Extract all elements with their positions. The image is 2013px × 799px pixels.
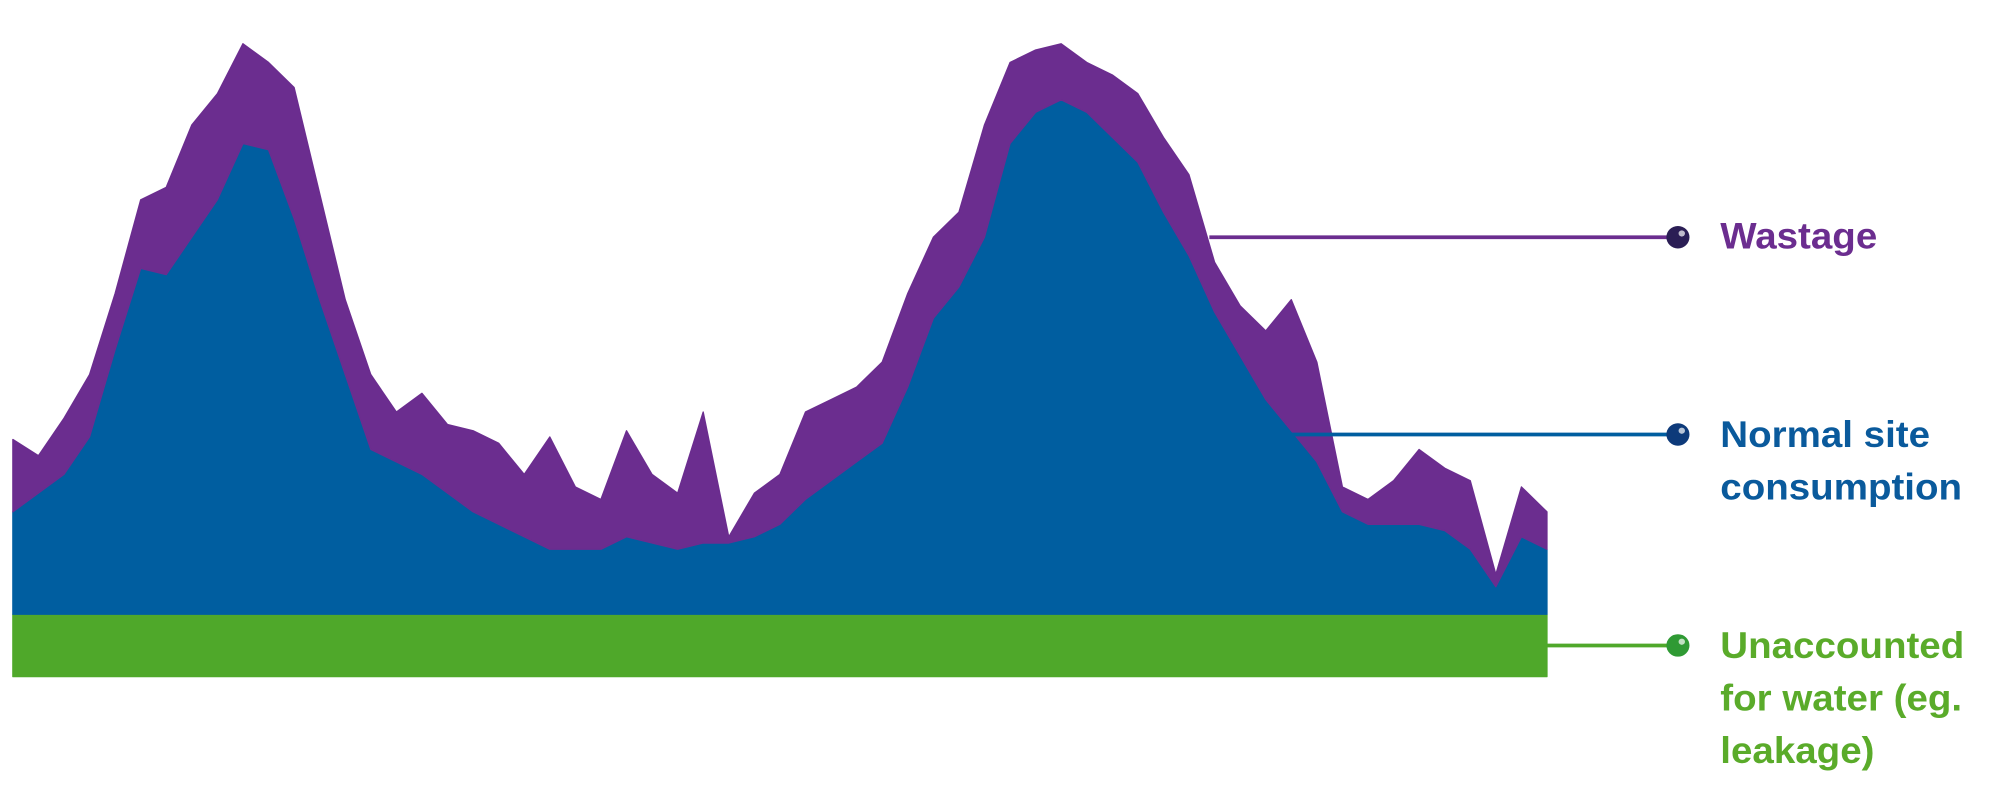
legend-label: Normal site consumption — [1720, 414, 1963, 509]
area-segment — [12, 43, 1548, 588]
legend-dot-highlight — [1678, 638, 1685, 645]
legend-dot-highlight — [1678, 427, 1685, 434]
legend-label-box: Unaccounted for water (eg. leakage) — [1720, 625, 1965, 772]
legend-dot — [1666, 225, 1690, 249]
legend-label-box: Wastage — [1720, 215, 1878, 258]
area-segment — [12, 99, 1548, 615]
legend-dot — [1666, 423, 1690, 446]
area-segment — [12, 613, 1548, 678]
legend-dot — [1666, 634, 1690, 657]
legend-label-box: Normal site consumption — [1720, 414, 1963, 509]
legend-label: Unaccounted for water (eg. leakage) — [1720, 625, 1965, 772]
legend-dot-highlight — [1678, 230, 1685, 237]
legend-label: Wastage — [1720, 215, 1878, 258]
